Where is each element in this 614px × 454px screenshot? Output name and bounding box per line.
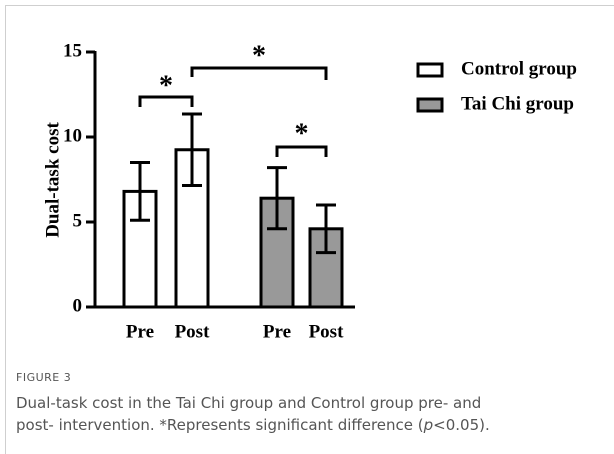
significance-bracket: [138, 95, 194, 107]
frame: [5, 5, 614, 454]
caption-text: p: [423, 416, 434, 434]
legend-label: Tai Chi group: [461, 93, 574, 114]
caption-text: post- intervention. *Represents signific…: [16, 416, 424, 434]
x-tick-label: Post: [309, 321, 345, 342]
y-tick-label: 15: [63, 40, 82, 61]
y-axis-label: Dual-task cost: [42, 122, 63, 238]
caption-line: Dual-task cost in the Tai Chi group and …: [16, 394, 481, 412]
error-bar: [267, 166, 287, 231]
significance-bracket: [275, 145, 328, 157]
legend-swatch: [416, 62, 444, 78]
error-bar: [130, 161, 150, 222]
legend-swatch: [416, 97, 444, 113]
error-bar: [316, 203, 336, 255]
caption-text: <0.05).: [433, 416, 490, 434]
figure-label: FIGURE 3: [16, 371, 71, 384]
x-tick-label: Pre: [263, 321, 291, 342]
significance-bracket: [190, 66, 328, 80]
caption-line: post- intervention. *Represents signific…: [16, 416, 490, 434]
significance-mark: *: [159, 70, 173, 101]
legend-label: Control group: [461, 58, 577, 79]
y-tick-label: 10: [63, 125, 82, 146]
y-tick-label: 0: [73, 295, 83, 316]
x-tick-label: Pre: [126, 321, 154, 342]
error-bar: [182, 112, 202, 187]
y-tick-label: 5: [73, 210, 83, 231]
x-tick-label: Post: [175, 321, 211, 342]
significance-mark: *: [252, 40, 266, 71]
significance-mark: *: [295, 118, 309, 149]
